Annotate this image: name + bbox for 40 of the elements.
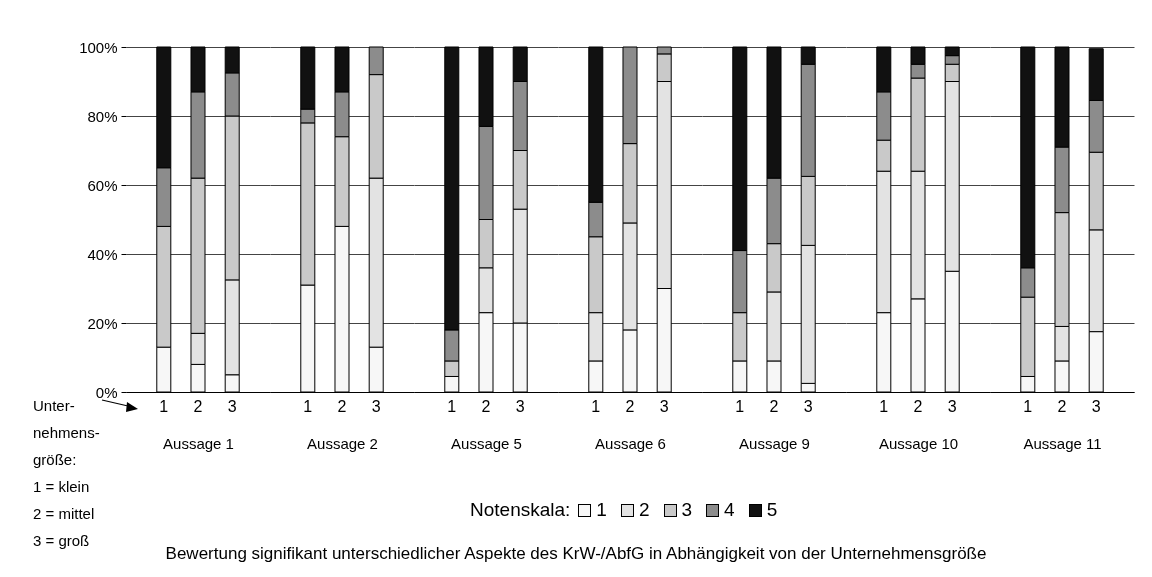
y-tick-label: 40% — [87, 245, 118, 263]
y-tick-label: 20% — [87, 314, 118, 332]
legend-label: 2 — [638, 499, 650, 521]
x-tick-label: 2 — [769, 397, 779, 415]
x-tick-label: 3 — [515, 397, 525, 415]
x-tick-label: 3 — [659, 397, 669, 415]
legend-title: Notenskala: — [470, 499, 571, 521]
x-tick-label: 1 — [159, 397, 169, 415]
legend-label: 3 — [681, 499, 693, 521]
x-tick-label: 2 — [337, 397, 347, 415]
x-axis-title: Aussage 1 — [163, 434, 234, 452]
x-axis-title: Aussage 9 — [739, 434, 810, 452]
x-tick-label: 3 — [371, 397, 381, 415]
x-tick-label: 1 — [303, 397, 313, 415]
text: Bewertung signifikant unterschiedlicher Aspekte des KrW-/AbfG in Abhängigkeit von der Unternehmensgröße — [165, 544, 987, 563]
x-tick-label: 1 — [447, 397, 457, 415]
x-tick-label: 2 — [625, 397, 635, 415]
legend-label: 4 — [724, 499, 735, 521]
x-axis-title: Aussage 10 — [878, 434, 959, 452]
y-tick-label: 60% — [87, 176, 118, 194]
y-tick-label: 80% — [87, 107, 118, 125]
x-axis-title: Aussage 2 — [307, 434, 378, 452]
x-tick-label: 1 — [1023, 397, 1033, 415]
x-tick-label: 3 — [947, 397, 957, 415]
x-axis-title: Aussage 5 — [451, 434, 522, 452]
x-tick-label: 3 — [227, 397, 237, 415]
x-axis-title: Aussage 6 — [595, 434, 666, 452]
x-tick-label: 1 — [879, 397, 889, 415]
legend-label: 5 — [766, 499, 778, 521]
x-axis-title: Aussage 11 — [1023, 434, 1102, 452]
x-tick-label: 2 — [481, 397, 491, 415]
x-tick-label: 3 — [803, 397, 813, 415]
x-tick-label: 1 — [591, 397, 601, 415]
x-tick-label: 2 — [193, 397, 203, 415]
y-tick-label: 100% — [79, 38, 118, 56]
x-tick-label: 3 — [1091, 397, 1101, 415]
legend-label: 1 — [596, 499, 607, 521]
x-tick-label: 1 — [735, 397, 745, 415]
x-tick-label: 2 — [913, 397, 923, 415]
x-tick-label: 2 — [1057, 397, 1067, 415]
